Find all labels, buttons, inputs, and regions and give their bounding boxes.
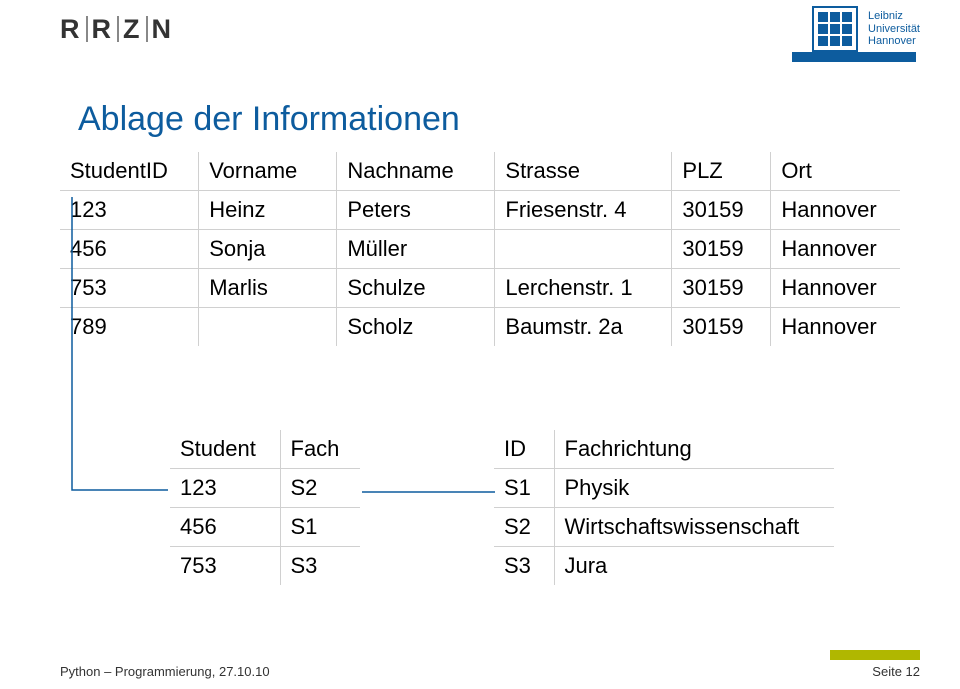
col-header: ID	[494, 430, 554, 469]
page-title: Ablage der Informationen	[78, 100, 460, 139]
page-header: RRZN Leibniz Universität Hannover	[0, 0, 960, 72]
table-header-row: StudentID Vorname Nachname Strasse PLZ O…	[60, 152, 900, 191]
cell: S1	[280, 508, 360, 547]
table-row: 789 Scholz Baumstr. 2a 30159 Hannover	[60, 308, 900, 347]
cell: Scholz	[337, 308, 495, 347]
col-header: StudentID	[60, 152, 199, 191]
table-row: 753 S3	[170, 547, 360, 586]
col-header: Ort	[771, 152, 900, 191]
table-row: S1 Physik	[494, 469, 834, 508]
cell	[199, 308, 337, 347]
cell: 30159	[672, 230, 771, 269]
cell: 753	[60, 269, 199, 308]
cell: 30159	[672, 269, 771, 308]
rrzn-letter: N	[152, 14, 174, 44]
cell: Friesenstr. 4	[495, 191, 672, 230]
header-stripe	[792, 52, 916, 62]
cell: 123	[170, 469, 280, 508]
cell: Hannover	[771, 269, 900, 308]
col-header: Student	[170, 430, 280, 469]
cell: S1	[494, 469, 554, 508]
university-logo: Leibniz Universität Hannover	[812, 6, 920, 52]
rrzn-logo: RRZN	[60, 14, 173, 45]
cell: Peters	[337, 191, 495, 230]
col-header: Vorname	[199, 152, 337, 191]
cell: 30159	[672, 191, 771, 230]
cell: S2	[280, 469, 360, 508]
col-header: Strasse	[495, 152, 672, 191]
cell: Jura	[554, 547, 834, 586]
page-footer: Python – Programmierung, 27.10.10 Seite …	[60, 650, 920, 679]
cell: S2	[494, 508, 554, 547]
fachrichtung-table: ID Fachrichtung S1 Physik S2 Wirtschafts…	[494, 430, 834, 585]
cell: Schulze	[337, 269, 495, 308]
cell: 456	[170, 508, 280, 547]
cell: Hannover	[771, 191, 900, 230]
table-row: 753 Marlis Schulze Lerchenstr. 1 30159 H…	[60, 269, 900, 308]
footer-page-number: Seite 12	[830, 664, 920, 679]
student-fach-table: Student Fach 123 S2 456 S1 753 S3	[170, 430, 360, 585]
cell: 123	[60, 191, 199, 230]
cell: Heinz	[199, 191, 337, 230]
footer-left: Python – Programmierung, 27.10.10	[60, 664, 270, 679]
col-header: Fach	[280, 430, 360, 469]
table-row: S2 Wirtschaftswissenschaft	[494, 508, 834, 547]
table-row: S3 Jura	[494, 547, 834, 586]
uni-line: Universität	[868, 23, 920, 36]
table-header-row: ID Fachrichtung	[494, 430, 834, 469]
uni-line: Leibniz	[868, 10, 920, 23]
table-row: 123 Heinz Peters Friesenstr. 4 30159 Han…	[60, 191, 900, 230]
cell: Müller	[337, 230, 495, 269]
col-header: Fachrichtung	[554, 430, 834, 469]
table-row: 456 S1	[170, 508, 360, 547]
university-name: Leibniz Universität Hannover	[868, 10, 920, 48]
table-row: 456 Sonja Müller 30159 Hannover	[60, 230, 900, 269]
students-tbody: 123 Heinz Peters Friesenstr. 4 30159 Han…	[60, 191, 900, 347]
cell: Physik	[554, 469, 834, 508]
cell: 753	[170, 547, 280, 586]
uni-line: Hannover	[868, 35, 920, 48]
cell: Lerchenstr. 1	[495, 269, 672, 308]
cell: 456	[60, 230, 199, 269]
cell	[495, 230, 672, 269]
cell: Marlis	[199, 269, 337, 308]
rrzn-letter: R	[60, 14, 82, 44]
footer-accent-bar	[830, 650, 920, 660]
cell: S3	[494, 547, 554, 586]
cell: 789	[60, 308, 199, 347]
cell: Hannover	[771, 230, 900, 269]
rrzn-letter: Z	[123, 14, 142, 44]
table-header-row: Student Fach	[170, 430, 360, 469]
cell: 30159	[672, 308, 771, 347]
students-table: StudentID Vorname Nachname Strasse PLZ O…	[60, 152, 900, 346]
cell: Baumstr. 2a	[495, 308, 672, 347]
cell: Sonja	[199, 230, 337, 269]
cell: Hannover	[771, 308, 900, 347]
table-row: 123 S2	[170, 469, 360, 508]
university-glyph-icon	[812, 6, 858, 52]
rrzn-letter: R	[92, 14, 114, 44]
col-header: Nachname	[337, 152, 495, 191]
col-header: PLZ	[672, 152, 771, 191]
cell: S3	[280, 547, 360, 586]
cell: Wirtschaftswissenschaft	[554, 508, 834, 547]
